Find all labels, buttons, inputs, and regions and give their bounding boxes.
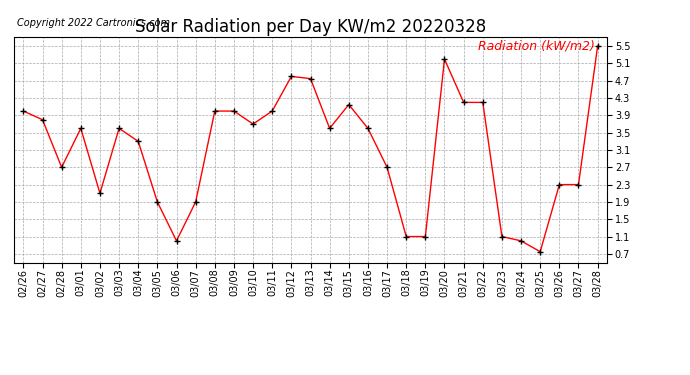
Text: Copyright 2022 Cartronics.com: Copyright 2022 Cartronics.com (17, 18, 170, 28)
Text: Radiation (kW/m2): Radiation (kW/m2) (478, 40, 595, 53)
Title: Solar Radiation per Day KW/m2 20220328: Solar Radiation per Day KW/m2 20220328 (135, 18, 486, 36)
